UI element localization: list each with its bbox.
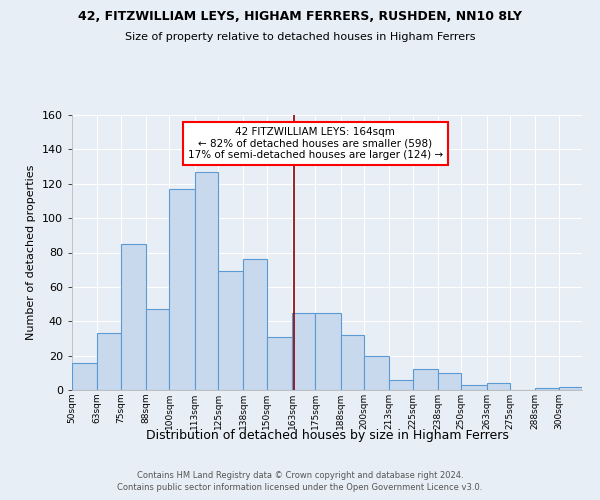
Bar [535,388,559,390]
Bar [438,373,461,390]
Text: Size of property relative to detached houses in Higham Ferrers: Size of property relative to detached ho… [125,32,475,42]
Bar [218,272,243,390]
Bar [243,260,266,390]
Bar [146,309,169,390]
Text: Contains HM Land Registry data © Crown copyright and database right 2024.: Contains HM Land Registry data © Crown c… [137,471,463,480]
Bar [559,386,582,390]
Y-axis label: Number of detached properties: Number of detached properties [26,165,36,340]
Bar [316,312,341,390]
Text: Distribution of detached houses by size in Higham Ferrers: Distribution of detached houses by size … [146,428,508,442]
Bar [72,362,97,390]
Text: 42, FITZWILLIAM LEYS, HIGHAM FERRERS, RUSHDEN, NN10 8LY: 42, FITZWILLIAM LEYS, HIGHAM FERRERS, RU… [78,10,522,23]
Bar [169,189,194,390]
Text: 42 FITZWILLIAM LEYS: 164sqm
← 82% of detached houses are smaller (598)
17% of se: 42 FITZWILLIAM LEYS: 164sqm ← 82% of det… [188,127,443,160]
Bar [364,356,389,390]
Bar [292,312,316,390]
Bar [266,336,292,390]
Bar [194,172,218,390]
Bar [413,370,438,390]
Bar [341,335,364,390]
Bar [487,383,510,390]
Bar [461,385,487,390]
Bar [389,380,413,390]
Text: Contains public sector information licensed under the Open Government Licence v3: Contains public sector information licen… [118,484,482,492]
Bar [121,244,146,390]
Bar [97,334,121,390]
